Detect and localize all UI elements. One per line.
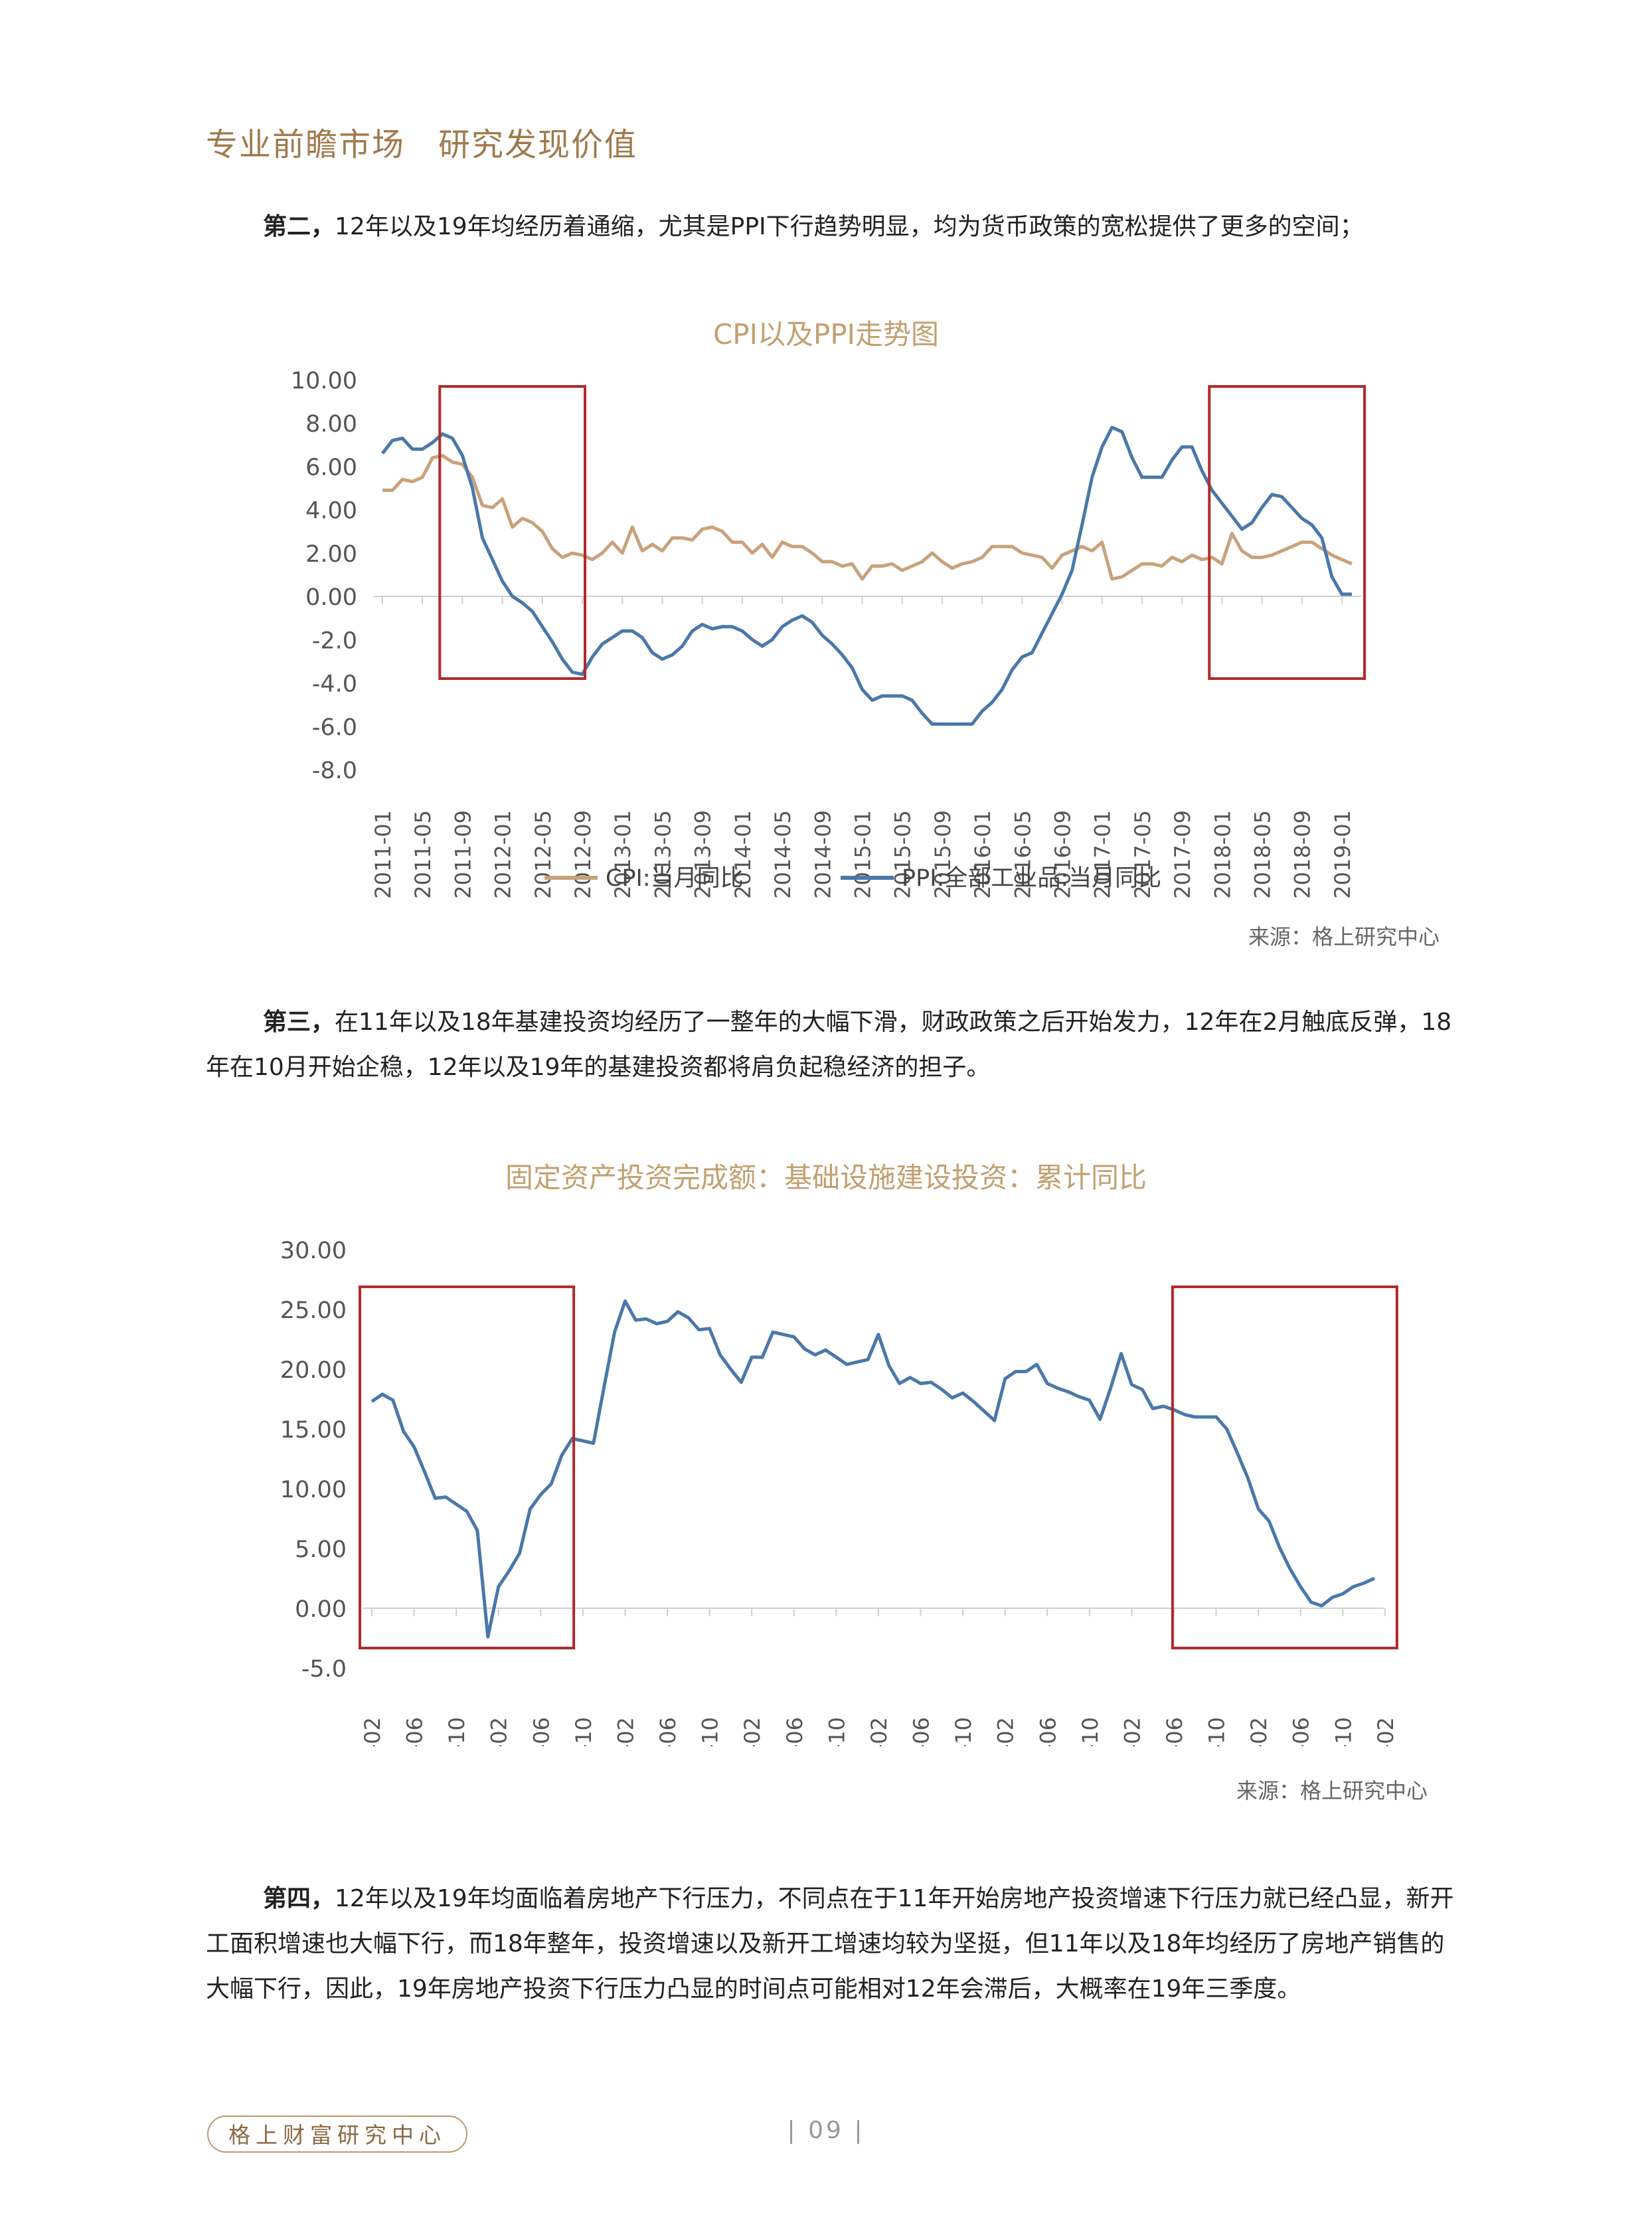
x-tick-label: 2011-02: [360, 1717, 385, 1746]
x-tick-label: 2014-02: [740, 1717, 765, 1746]
x-tick-label: 2018-06: [1289, 1717, 1314, 1746]
paragraph-lead: 第二，: [263, 213, 335, 240]
x-tick-label: 2014-05: [770, 810, 795, 899]
x-tick-label: 2015-02: [867, 1717, 892, 1746]
x-tick-label: 2016-01: [970, 810, 995, 899]
x-tick-label: 2018-01: [1210, 810, 1235, 899]
y-tick-label: 10.00: [291, 368, 357, 394]
x-tick-label: 2016-10: [1078, 1717, 1103, 1746]
y-tick-label: 6.00: [305, 454, 357, 481]
x-tick-label: 2019-01: [1330, 810, 1355, 899]
y-tick-label: 5.00: [295, 1536, 347, 1563]
x-tick-label: 2013-09: [691, 810, 716, 899]
y-tick-label: 10.00: [280, 1477, 347, 1503]
x-tick-label: 2014-01: [730, 810, 756, 899]
x-tick-label: 2011-09: [450, 810, 475, 899]
chart2-title: 固定资产投资完成额：基础设施建设投资：累计同比: [505, 1161, 1147, 1194]
paragraph-lead: 第四，: [263, 1885, 335, 1912]
cpi-ppi-chart: 10.00 8.00 6.00 4.00 2.00 0.00 -2.0 -4.0 -6.0 -8.…: [291, 368, 1366, 899]
chart1-title: CPI以及PPI走势图: [712, 318, 940, 351]
page-number: | 09 |: [787, 2117, 865, 2144]
x-tick-label: 2013-10: [698, 1717, 723, 1746]
y-tick-label: 0.00: [305, 584, 357, 611]
x-tick-label: 2012-09: [570, 810, 596, 899]
x-tick-label: 2017-10: [1204, 1717, 1230, 1746]
x-tick-label: 2011-06: [402, 1717, 428, 1746]
x-tick-label: 2014-06: [782, 1717, 807, 1746]
x-tick-label: 2011-01: [371, 810, 396, 899]
x-tick-label: 2012-02: [487, 1717, 512, 1746]
y-tick-label: -8.0: [312, 758, 357, 784]
x-tick-label: 2017-05: [1130, 810, 1155, 899]
highlight-box: [359, 1285, 576, 1649]
x-tick-label: 2014-09: [810, 810, 835, 899]
y-tick-label: 30.00: [280, 1238, 347, 1264]
y-tick-label: 20.00: [280, 1357, 347, 1384]
y-tick-label: -5.0: [301, 1656, 347, 1683]
y-tick-label: 8.00: [305, 411, 357, 438]
legend-label: CPI:当月同比: [606, 865, 744, 892]
paragraph-text: 12年以及19年均经历着通缩，尤其是PPI下行趋势明显，均为货币政策的宽松提供了…: [335, 213, 1364, 240]
x-tick-label: 2018-10: [1331, 1717, 1356, 1746]
x-tick-label: 2012-05: [531, 810, 556, 899]
paragraph-text: 12年以及19年均面临着房地产下行压力，不同点在于11年开始房地产投资增速下行压…: [206, 1885, 1454, 2003]
y-tick-label: 15.00: [280, 1417, 347, 1444]
x-tick-label: 2016-05: [1010, 810, 1035, 899]
highlight-box: [438, 385, 587, 680]
x-tick-label: 2018-02: [1246, 1717, 1272, 1746]
x-tick-label: 2016-02: [993, 1717, 1019, 1746]
paragraph-fourth: 第四，12年以及19年均面临着房地产下行压力，不同点在于11年开始房地产投资增速…: [206, 1876, 1454, 2012]
x-tick-label: 2014-10: [824, 1717, 849, 1746]
y-tick-label: -4.0: [312, 671, 357, 698]
highlight-box: [1171, 1285, 1398, 1649]
x-tick-label: 2013-02: [613, 1717, 638, 1746]
paragraph-text: 在11年以及18年基建投资均经历了一整年的大幅下滑，财政政策之后开始发力，12年…: [206, 1009, 1452, 1081]
x-tick-label: 2011-10: [444, 1717, 469, 1746]
x-tick-label: 2013-05: [650, 810, 675, 899]
y-tick-label: 4.00: [305, 498, 357, 525]
header-slogan: 专业前瞻市场 研究发现价值: [206, 126, 638, 163]
x-tick-label: 2015-01: [850, 810, 875, 899]
x-tick-label: 2013-01: [610, 810, 635, 899]
x-tick-label: 2011-05: [410, 810, 436, 899]
x-tick-label: 2016-06: [1035, 1717, 1060, 1746]
x-tick-label: 2012-10: [571, 1717, 596, 1746]
x-tick-label: 2012-01: [491, 810, 516, 899]
paragraph-third: 第三，在11年以及18年基建投资均经历了一整年的大幅下滑，财政政策之后开始发力，…: [206, 1000, 1454, 1090]
y-tick-label: 2.00: [305, 541, 357, 568]
chart1-source: 来源：格上研究中心: [1248, 924, 1440, 950]
x-tick-label: 2018-05: [1250, 810, 1276, 899]
x-tick-label: 2017-06: [1162, 1717, 1187, 1746]
x-tick-label: 2015-06: [909, 1717, 934, 1746]
series-line: [381, 426, 1352, 726]
x-tick-label: 2018-09: [1290, 810, 1315, 899]
x-tick-label: 2012-06: [529, 1717, 554, 1746]
x-tick-label: 2017-09: [1170, 810, 1195, 899]
x-tick-label: 2015-10: [951, 1717, 976, 1746]
series-line: [371, 1299, 1376, 1639]
x-tick-label: 2016-09: [1050, 810, 1076, 899]
x-tick-label: 2017-02: [1119, 1717, 1145, 1746]
y-tick-label: -2.0: [312, 627, 357, 654]
paragraph-lead: 第三，: [263, 1009, 335, 1036]
x-tick-label: 2015-05: [890, 810, 916, 899]
series-line: [382, 454, 1353, 581]
x-tick-label: 2017-01: [1090, 810, 1115, 899]
chart2-source: 来源：格上研究中心: [1236, 1778, 1428, 1803]
y-tick-label: 25.00: [280, 1297, 347, 1324]
x-tick-label: 2019-02: [1373, 1717, 1398, 1746]
infrastructure-investment-chart: 30.00 25.00 20.00 15.00 10.00 5.00 0.00 -5.0 201…: [280, 1238, 1398, 1746]
x-tick-label: 2013-06: [655, 1717, 681, 1746]
highlight-box: [1208, 385, 1366, 680]
legend-label: PPI:全部工业品:当月同比: [902, 865, 1161, 892]
paragraph-second: 第二，12年以及19年均经历着通缩，尤其是PPI下行趋势明显，均为货币政策的宽松…: [206, 205, 1454, 250]
y-tick-label: 0.00: [295, 1596, 347, 1623]
y-tick-label: -6.0: [312, 714, 357, 741]
footer-org-badge: 格上财富研究中心: [207, 2115, 467, 2153]
x-tick-label: 2015-09: [930, 810, 955, 899]
